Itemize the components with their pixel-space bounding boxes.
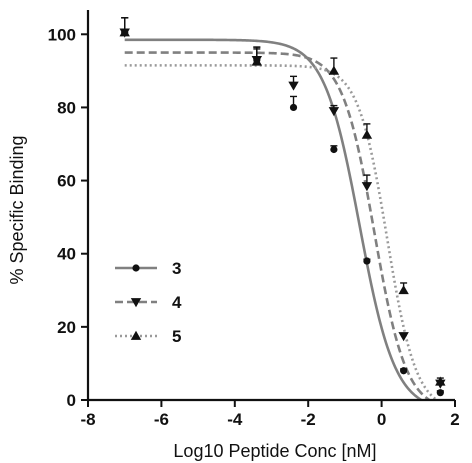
data-point-series-5 bbox=[328, 65, 340, 75]
x-tick-label: -2 bbox=[301, 410, 316, 429]
x-tick-label: 0 bbox=[377, 410, 386, 429]
fit-curve-series-4 bbox=[124, 51, 430, 401]
legend-label-series-3: 3 bbox=[172, 259, 181, 278]
data-point-series-5 bbox=[398, 285, 409, 295]
data-point-series-4 bbox=[288, 81, 299, 91]
data-point-series-5 bbox=[361, 129, 373, 139]
y-tick-label: 100 bbox=[48, 25, 76, 44]
data-point-series-4 bbox=[398, 332, 409, 342]
y-tick-label: 20 bbox=[57, 318, 76, 337]
data-point-series-3 bbox=[289, 103, 298, 112]
x-axis-title: Log10 Peptide Conc [nM] bbox=[173, 441, 376, 461]
fit-curve-series-5 bbox=[124, 64, 437, 401]
data-point-series-4 bbox=[361, 182, 373, 192]
x-tick-label: -6 bbox=[154, 410, 169, 429]
y-tick-label: 60 bbox=[57, 172, 76, 191]
legend-marker-series-3 bbox=[132, 264, 140, 272]
data-point-series-5 bbox=[119, 27, 130, 37]
data-point-series-3 bbox=[330, 145, 338, 154]
y-tick-label: 0 bbox=[67, 391, 76, 410]
legend-label-series-5: 5 bbox=[172, 327, 181, 346]
data-point-series-5 bbox=[435, 376, 446, 386]
y-tick-label: 80 bbox=[57, 98, 76, 117]
x-tick-label: -4 bbox=[227, 410, 243, 429]
legend-label-series-4: 4 bbox=[172, 293, 182, 312]
data-point-series-4 bbox=[328, 107, 340, 117]
x-tick-label: -8 bbox=[80, 410, 95, 429]
x-tick-label: 2 bbox=[450, 410, 459, 429]
plot-area bbox=[119, 17, 446, 401]
data-point-series-3 bbox=[436, 389, 444, 397]
data-point-series-3 bbox=[363, 257, 371, 265]
fit-curve-series-3 bbox=[124, 38, 422, 401]
data-point-series-3 bbox=[400, 367, 408, 375]
y-tick-label: 40 bbox=[57, 245, 76, 264]
data-point-series-5 bbox=[251, 56, 263, 66]
legend-marker-series-4 bbox=[130, 298, 142, 308]
legend: 3 4 5 bbox=[115, 259, 182, 346]
y-axis-title: % Specific Binding bbox=[7, 135, 27, 284]
legend-marker-series-5 bbox=[130, 330, 142, 340]
